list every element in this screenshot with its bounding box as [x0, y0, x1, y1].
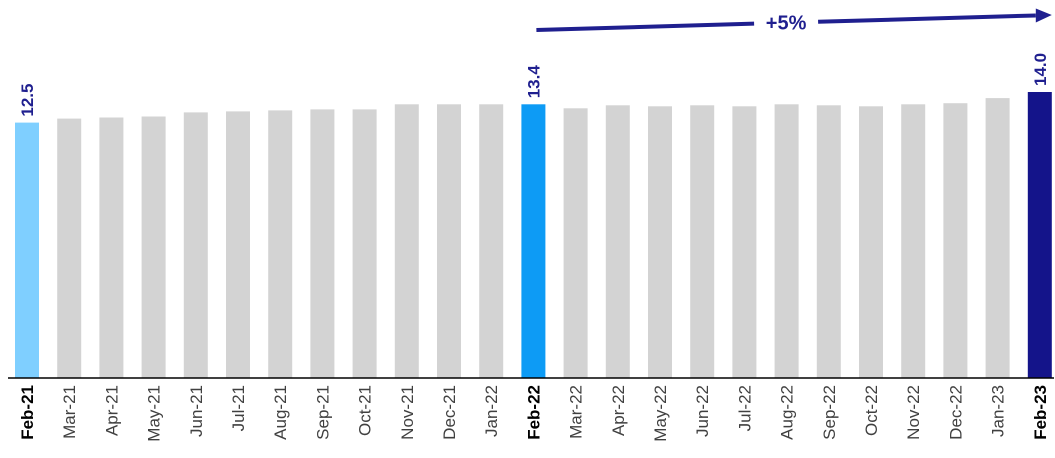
- tick-label-may-22: May-22: [651, 385, 670, 442]
- bar-mar-21: [57, 118, 82, 378]
- tick-label-nov-21: Nov-21: [398, 385, 417, 440]
- annotation-arrow-left-segment: [536, 21, 755, 32]
- tick-label-feb-22: Feb-22: [524, 385, 543, 440]
- bar-jun-22: [690, 105, 715, 379]
- bar-feb-23: [1027, 92, 1052, 378]
- tick-label-mar-22: Mar-22: [567, 385, 586, 439]
- bar-jul-22: [732, 106, 757, 379]
- tick-label-mar-21: Mar-21: [60, 385, 79, 439]
- bar-jun-21: [183, 112, 208, 379]
- tick-label-jan-23: Jan-23: [989, 385, 1008, 437]
- tick-label-sep-22: Sep-22: [820, 385, 839, 440]
- bar-apr-22: [605, 105, 630, 379]
- bar-jul-21: [226, 111, 250, 379]
- annotation-arrow-head: [1035, 8, 1052, 23]
- growth-annotation: +5%: [536, 8, 1052, 35]
- tick-label-dec-21: Dec-21: [440, 385, 459, 440]
- bar-nov-21: [394, 104, 419, 379]
- tick-label-oct-22: Oct-22: [862, 385, 881, 436]
- data-label-feb-21: 12.5: [18, 84, 37, 117]
- tick-label-oct-21: Oct-21: [356, 385, 375, 436]
- tick-label-may-21: May-21: [145, 385, 164, 442]
- tick-label-apr-21: Apr-21: [102, 385, 121, 436]
- bar-may-22: [648, 106, 672, 379]
- tick-label-jun-22: Jun-22: [693, 385, 712, 437]
- tick-label-feb-21: Feb-21: [18, 385, 37, 440]
- bars-group: [15, 92, 1052, 379]
- tick-labels-group: Feb-21 Mar-21 Apr-21 May-21 Jun-21 Jul-21 Aug-…: [18, 385, 1050, 442]
- tick-label-nov-22: Nov-22: [904, 385, 923, 440]
- bar-may-21: [141, 116, 166, 378]
- bar-dec-21: [437, 104, 461, 379]
- bar-dec-22: [943, 103, 968, 378]
- tick-label-feb-23: Feb-23: [1031, 385, 1050, 440]
- tick-label-sep-21: Sep-21: [313, 385, 332, 440]
- tick-label-aug-22: Aug-22: [778, 385, 797, 440]
- annotation-arrow-right-segment: [818, 13, 1036, 24]
- bar-nov-22: [901, 104, 926, 379]
- bar-jan-22: [479, 104, 504, 379]
- annotation-label: +5%: [766, 13, 807, 35]
- tick-label-aug-21: Aug-21: [271, 385, 290, 440]
- tick-label-jul-22: Jul-22: [735, 385, 754, 431]
- bar-feb-21: [15, 122, 39, 378]
- bar-sep-21: [310, 109, 335, 379]
- bar-aug-22: [774, 104, 799, 379]
- data-labels-group: 12.5 13.4 14.0: [18, 53, 1050, 117]
- tick-label-dec-22: Dec-22: [946, 385, 965, 440]
- tick-label-apr-22: Apr-22: [609, 385, 628, 436]
- bar-oct-22: [859, 106, 883, 379]
- bar-sep-22: [816, 105, 841, 379]
- bar-aug-21: [268, 110, 293, 379]
- bar-mar-22: [563, 108, 588, 379]
- tick-label-jan-22: Jan-22: [482, 385, 501, 437]
- bar-feb-22: [521, 104, 546, 379]
- tick-label-jul-21: Jul-21: [229, 385, 248, 431]
- data-label-feb-23: 14.0: [1031, 53, 1050, 86]
- data-label-feb-22: 13.4: [524, 65, 543, 99]
- bar-jan-23: [985, 98, 1010, 378]
- bar-apr-21: [99, 117, 124, 378]
- bar-oct-21: [352, 109, 377, 379]
- tick-label-jun-21: Jun-21: [187, 385, 206, 437]
